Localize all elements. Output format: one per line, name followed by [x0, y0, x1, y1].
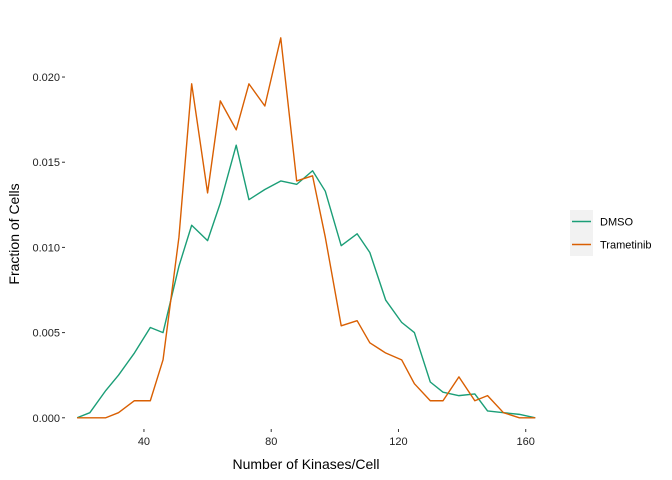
x-axis-title: Number of Kinases/Cell: [232, 456, 379, 472]
y-tick-label: 0.020: [32, 72, 60, 84]
x-tick-label: 120: [389, 436, 407, 448]
x-tick-label: 80: [265, 436, 277, 448]
legend: DMSO Trametinib: [570, 210, 652, 256]
series-line-trametinib: [77, 37, 536, 419]
y-axis-ticks: 0.000 0.005 0.010 0.015 0.020: [32, 72, 65, 425]
y-axis-title: Fraction of Cells: [6, 183, 22, 284]
legend-label-dmso: DMSO: [600, 217, 633, 229]
x-axis-ticks: 40 80 120 160: [138, 429, 535, 448]
x-tick-label: 160: [517, 436, 535, 448]
series-layer: [76, 37, 536, 419]
y-tick-label: 0.000: [32, 413, 60, 425]
y-tick-label: 0.010: [32, 242, 60, 254]
y-tick-label: 0.005: [32, 328, 60, 340]
legend-label-trametinib: Trametinib: [600, 240, 652, 252]
x-tick-label: 40: [138, 436, 150, 448]
y-tick-label: 0.015: [32, 157, 60, 169]
series-line-dmso: [76, 144, 536, 419]
